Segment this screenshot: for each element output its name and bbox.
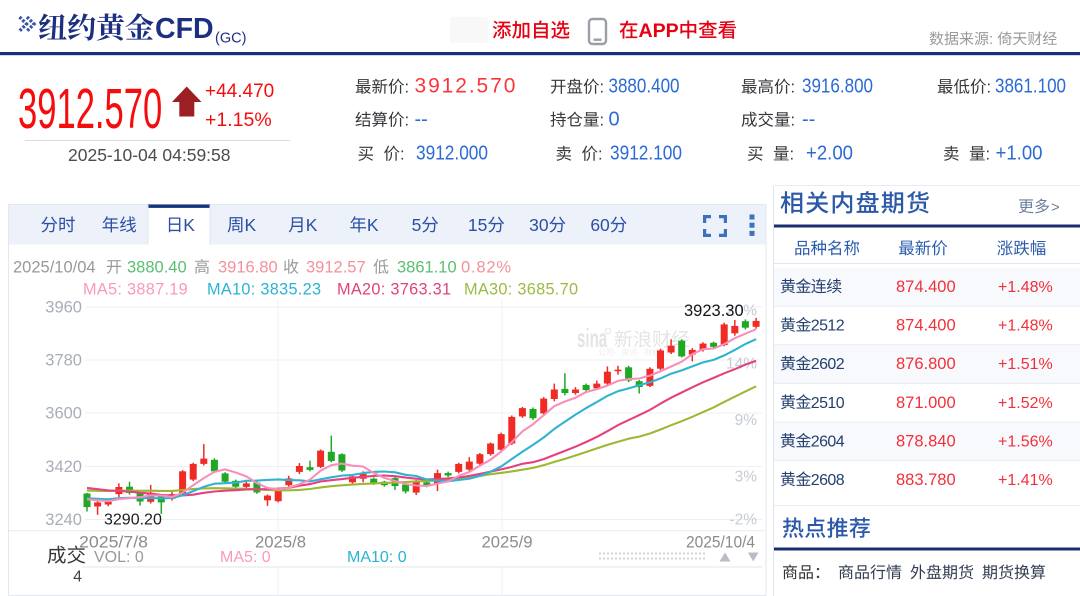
svg-text::: :	[405, 79, 410, 97]
svg-text:K: K	[367, 215, 379, 235]
svg-text:2025/9: 2025/9	[482, 534, 533, 552]
svg-text:3600: 3600	[45, 405, 82, 423]
svg-text:9%: 9%	[735, 412, 758, 429]
svg-text:CFD: CFD	[155, 13, 214, 45]
svg-text:2510: 2510	[811, 395, 845, 412]
svg-text:-2%: -2%	[729, 512, 757, 529]
svg-text:(GC): (GC)	[215, 31, 246, 47]
svg-text:3916.80: 3916.80	[218, 259, 278, 277]
svg-text:20%: 20%	[726, 303, 757, 320]
svg-text:2025/7/8: 2025/7/8	[79, 534, 148, 552]
svg-text:+1.48%: +1.48%	[998, 318, 1053, 335]
svg-text:sina: sina	[577, 324, 607, 353]
svg-text:874.400: 874.400	[896, 278, 956, 296]
svg-text:2602: 2602	[811, 356, 845, 373]
svg-text::: :	[989, 31, 993, 48]
svg-text:>: >	[1051, 199, 1060, 216]
svg-text:·: ·	[614, 348, 617, 357]
svg-text::: :	[987, 79, 992, 97]
svg-text:+1.48%: +1.48%	[998, 279, 1053, 296]
svg-text::: :	[600, 112, 605, 130]
svg-text:874.400: 874.400	[896, 317, 956, 335]
svg-text:MA10: 3835.23: MA10: 3835.23	[207, 281, 321, 299]
svg-text:3420: 3420	[45, 458, 82, 476]
svg-text:15: 15	[468, 215, 487, 235]
svg-text:+1.00: +1.00	[996, 143, 1043, 165]
svg-text:3960: 3960	[45, 299, 82, 317]
svg-text:2604: 2604	[811, 433, 845, 450]
svg-text:MA20: 3763.31: MA20: 3763.31	[337, 281, 451, 299]
svg-text:·: ·	[637, 348, 640, 357]
svg-text:883.780: 883.780	[896, 471, 956, 489]
svg-text:--: --	[802, 109, 815, 131]
svg-text:2608: 2608	[811, 472, 845, 489]
svg-text:MA5: 0: MA5: 0	[220, 549, 271, 566]
svg-text:3240: 3240	[45, 511, 82, 529]
svg-text:2512: 2512	[811, 318, 845, 335]
svg-text:3880.400: 3880.400	[609, 76, 680, 98]
svg-text:3%: 3%	[735, 469, 758, 486]
svg-text::: :	[791, 79, 796, 97]
svg-text::: :	[405, 112, 410, 130]
svg-text::: :	[791, 112, 796, 130]
svg-text:+1.51%: +1.51%	[998, 356, 1053, 373]
svg-text:876.800: 876.800	[896, 355, 956, 373]
svg-text:3880.40: 3880.40	[127, 259, 187, 277]
svg-text::: :	[400, 146, 405, 164]
svg-text:30: 30	[529, 215, 549, 235]
svg-text:+1.52%: +1.52%	[998, 395, 1053, 412]
svg-text:K: K	[306, 215, 318, 235]
svg-text:3290.20: 3290.20	[104, 512, 162, 529]
svg-text:3912.000: 3912.000	[416, 143, 488, 165]
svg-text:+1.15%: +1.15%	[205, 109, 272, 131]
svg-text:60: 60	[590, 215, 610, 235]
svg-text:5: 5	[412, 215, 422, 235]
svg-text:2025/8: 2025/8	[255, 534, 306, 552]
svg-text::: :	[790, 146, 795, 164]
svg-text::: :	[986, 146, 991, 164]
svg-text:4: 4	[73, 569, 82, 586]
svg-text:+1.41%: +1.41%	[998, 472, 1053, 489]
svg-text:3861.10: 3861.10	[397, 259, 457, 277]
svg-text:14%: 14%	[726, 356, 757, 373]
svg-text:K: K	[245, 215, 257, 235]
svg-text::: :	[600, 79, 605, 97]
svg-text:+1.56%: +1.56%	[998, 433, 1053, 450]
svg-text:MA30: 3685.70: MA30: 3685.70	[464, 281, 578, 299]
svg-text:--: --	[415, 109, 428, 131]
svg-text:3912.570: 3912.570	[415, 75, 518, 98]
svg-text:3780: 3780	[45, 352, 82, 370]
svg-text:871.000: 871.000	[896, 394, 956, 412]
svg-text:2025/10/04: 2025/10/04	[13, 259, 96, 277]
svg-text:3923.30: 3923.30	[684, 302, 744, 320]
svg-text:878.840: 878.840	[896, 432, 956, 450]
svg-text:3916.800: 3916.800	[802, 76, 873, 98]
svg-text:VOL: 0: VOL: 0	[94, 549, 144, 566]
svg-text:K: K	[183, 215, 195, 235]
svg-text:+44.470: +44.470	[205, 81, 274, 102]
svg-text:MA10: 0: MA10: 0	[347, 549, 407, 566]
svg-text:3912.100: 3912.100	[610, 143, 682, 165]
svg-text:3912.57: 3912.57	[306, 259, 366, 277]
svg-text:2025-10-04 04:59:58: 2025-10-04 04:59:58	[68, 145, 231, 165]
svg-text:MA5: 3887.19: MA5: 3887.19	[83, 281, 188, 299]
svg-text:2025/10/4: 2025/10/4	[686, 534, 755, 552]
svg-text:APP: APP	[639, 20, 679, 42]
svg-text:0.82%: 0.82%	[461, 259, 512, 277]
svg-text:+2.00: +2.00	[806, 143, 853, 165]
svg-text:3861.100: 3861.100	[995, 76, 1066, 98]
svg-text:3912.570: 3912.570	[18, 76, 162, 140]
svg-text:0: 0	[609, 109, 620, 131]
svg-text::: :	[598, 146, 603, 164]
